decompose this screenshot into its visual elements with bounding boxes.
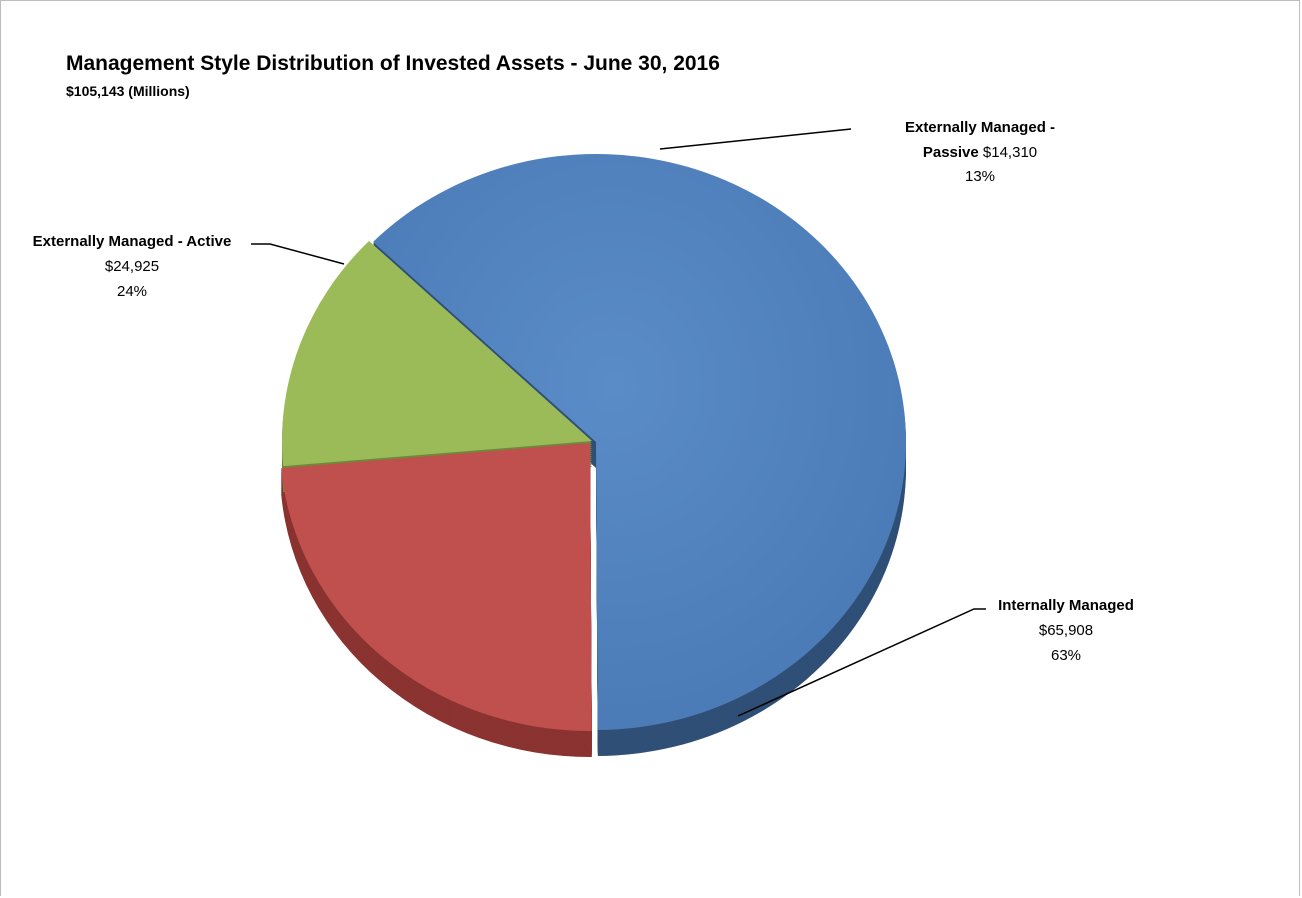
- chart-subtitle: $105,143 (Millions): [66, 83, 190, 99]
- internal-label-name: Internally Managed: [998, 597, 1134, 614]
- passive-label-value: $14,310: [983, 144, 1037, 161]
- active-label-name: Externally Managed - Active: [33, 233, 232, 250]
- internal-leader-line: [737, 608, 986, 717]
- externally-managed-passive-slice: [282, 240, 592, 467]
- chart-title: Management Style Distribution of Investe…: [66, 52, 720, 75]
- internal-label-value: $65,908: [1039, 622, 1093, 639]
- pie-slices: [281, 154, 907, 731]
- internal-label-percent: 63%: [1051, 647, 1081, 664]
- active-label-percent: 24%: [117, 283, 147, 300]
- active-leader-line: [251, 243, 345, 265]
- passive-label-percent: 13%: [965, 168, 995, 185]
- passive-label-line2: Passive $14,310: [923, 144, 1037, 161]
- externally-managed-active-slice: [281, 443, 592, 731]
- passive-label-line1: Externally Managed -: [905, 119, 1055, 136]
- passive-label-name: Passive: [923, 144, 979, 161]
- leader-lines: [251, 128, 986, 717]
- passive-leader-line: [659, 128, 852, 150]
- active-label-value: $24,925: [105, 258, 159, 275]
- internally-managed-slice: [373, 154, 907, 730]
